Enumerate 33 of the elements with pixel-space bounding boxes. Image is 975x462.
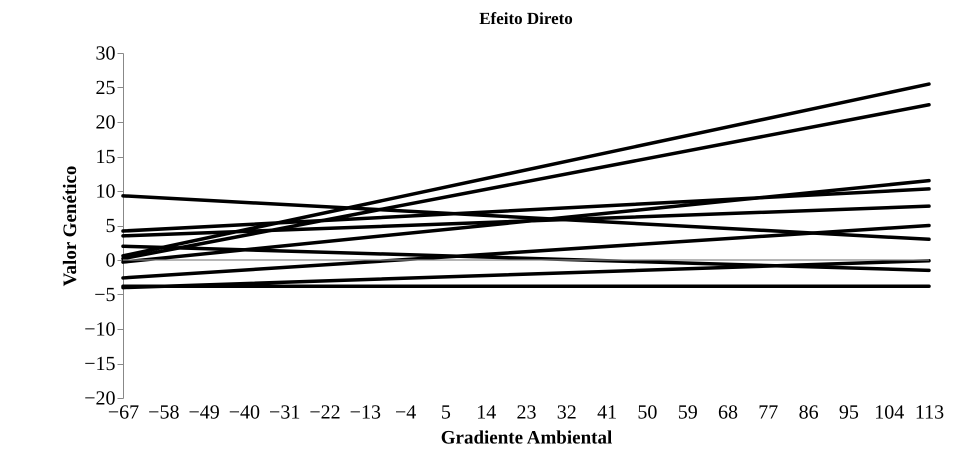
- y-tick-label: −15: [84, 353, 116, 375]
- y-tick-label: 25: [96, 77, 116, 99]
- x-tick-label: −49: [188, 402, 220, 424]
- x-tick-label: −58: [148, 402, 180, 424]
- y-tick-label: −5: [94, 284, 116, 306]
- y-tick-label: 20: [96, 112, 116, 134]
- x-tick-label: 113: [914, 402, 944, 424]
- x-tick-label: 68: [718, 402, 738, 424]
- y-tick-label: 0: [106, 250, 116, 272]
- x-tick-label: −22: [309, 402, 341, 424]
- x-tick-label: −31: [269, 402, 300, 424]
- x-tick-label: 86: [798, 402, 819, 424]
- x-tick-label: 77: [758, 402, 778, 424]
- y-tick-label: 10: [96, 180, 116, 202]
- x-tick-label: −13: [350, 402, 381, 424]
- x-tick-label: 95: [838, 402, 859, 424]
- x-tick-label: −4: [394, 402, 416, 424]
- x-tick-label: 23: [516, 402, 536, 424]
- y-tick-label: 15: [96, 146, 116, 168]
- x-tick-label: 104: [874, 402, 904, 424]
- y-tick-label: 5: [106, 215, 116, 237]
- y-tick-label: 30: [96, 42, 116, 64]
- x-tick-label: 59: [678, 402, 698, 424]
- y-axis-title: Valor Genético: [60, 166, 82, 286]
- x-tick-label: 50: [637, 402, 658, 424]
- x-tick-label: 32: [556, 402, 577, 424]
- x-tick-label: 5: [440, 402, 451, 424]
- x-tick-label: −40: [228, 402, 260, 424]
- x-axis-title: Gradiente Ambiental: [440, 428, 612, 448]
- x-tick-label: 41: [597, 402, 618, 424]
- chart-title: Efeito Direto: [479, 9, 573, 28]
- y-tick-label: −10: [84, 318, 116, 340]
- x-tick-label: 14: [476, 402, 496, 424]
